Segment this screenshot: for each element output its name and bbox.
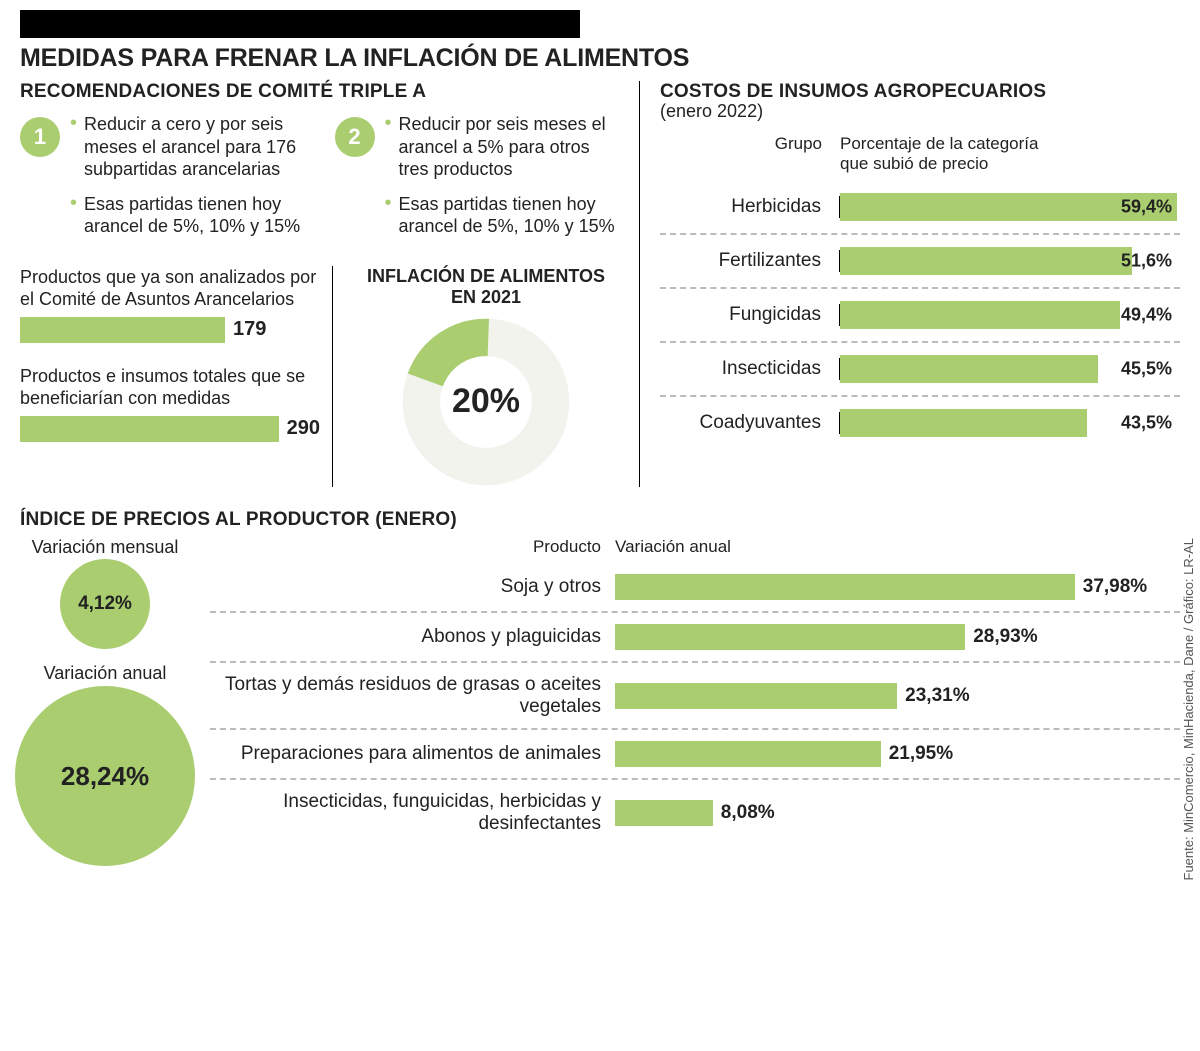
product-bar-value: 179 bbox=[233, 318, 266, 341]
ipp-bar-label: Preparaciones para alimentos de animales bbox=[210, 743, 615, 765]
source-credit: Fuente: MinComercio, MinHacienda, Dane /… bbox=[1181, 538, 1196, 880]
ipp-bar-fill bbox=[615, 624, 965, 650]
ipp-bar-label: Tortas y demás residuos de grasas o acei… bbox=[210, 674, 615, 718]
ipp-circle-label: Variación anual bbox=[44, 663, 167, 684]
recommendation-bullet: Esas partidas tienen hoy arancel de 5%, … bbox=[70, 193, 305, 238]
recommendation-bullet: Reducir por seis meses el arancel a 5% p… bbox=[385, 113, 620, 181]
ipp-head-right: Variación anual bbox=[615, 537, 731, 557]
product-bar bbox=[20, 416, 279, 442]
ipp-bar-row: Abonos y plaguicidas 28,93% bbox=[210, 613, 1180, 663]
ipp-section: ÍNDICE DE PRECIOS AL PRODUCTOR (ENERO) V… bbox=[20, 509, 1180, 880]
recommendation-number-badge: 2 bbox=[335, 117, 375, 157]
agro-bar-row: Herbicidas 59,4% bbox=[660, 181, 1180, 235]
agro-bar-label: Coadyuvantes bbox=[660, 412, 840, 434]
product-bar-label: Productos que ya son analizados por el C… bbox=[20, 266, 320, 311]
ipp-bar-row: Preparaciones para alimentos de animales… bbox=[210, 730, 1180, 780]
agro-head-right: Porcentaje de la categoría que subió de … bbox=[840, 134, 1060, 173]
product-bar-row: 179 bbox=[20, 317, 320, 343]
recommendation-item: 2Reducir por seis meses el arancel a 5% … bbox=[335, 113, 620, 250]
agro-bar-row: Fertilizantes 51,6% bbox=[660, 235, 1180, 289]
recommendation-item: 1Reducir a cero y por seis meses el aran… bbox=[20, 113, 305, 250]
agro-costs-title: COSTOS DE INSUMOS AGROPECUARIOS bbox=[660, 81, 1180, 103]
ipp-bar-row: Tortas y demás residuos de grasas o acei… bbox=[210, 663, 1180, 731]
top-black-bar bbox=[20, 10, 580, 38]
agro-head-left: Grupo bbox=[660, 134, 840, 173]
agro-bar-fill bbox=[840, 301, 1120, 329]
main-title: MEDIDAS PARA FRENAR LA INFLACIÓN DE ALIM… bbox=[20, 44, 1180, 73]
ipp-bar-fill bbox=[615, 741, 881, 767]
agro-bar-row: Fungicidas 49,4% bbox=[660, 289, 1180, 343]
agro-bar-label: Herbicidas bbox=[660, 196, 840, 218]
agro-bar-row: Insecticidas 45,5% bbox=[660, 343, 1180, 397]
ipp-bar-label: Abonos y plaguicidas bbox=[210, 626, 615, 648]
ipp-circles-column: Variación mensual4,12%Variación anual28,… bbox=[20, 537, 190, 880]
agro-bar-label: Insecticidas bbox=[660, 358, 840, 380]
agro-bar-label: Fungicidas bbox=[660, 304, 840, 326]
ipp-bar-value: 23,31% bbox=[905, 685, 969, 707]
agro-bar-fill bbox=[840, 355, 1098, 383]
ipp-bar-value: 28,93% bbox=[973, 626, 1037, 648]
donut-block: INFLACIÓN DE ALIMENTOS EN 2021 20% bbox=[332, 266, 619, 487]
left-column: RECOMENDACIONES DE COMITÉ TRIPLE A 1Redu… bbox=[20, 81, 640, 487]
agro-bar-row: Coadyuvantes 43,5% bbox=[660, 397, 1180, 449]
donut-title: INFLACIÓN DE ALIMENTOS EN 2021 bbox=[353, 266, 619, 309]
ipp-bar-fill bbox=[615, 800, 713, 826]
ipp-bar-value: 21,95% bbox=[889, 743, 953, 765]
agro-bar-label: Fertilizantes bbox=[660, 250, 840, 272]
right-column: COSTOS DE INSUMOS AGROPECUARIOS (enero 2… bbox=[640, 81, 1180, 487]
ipp-bar-value: 37,98% bbox=[1083, 576, 1147, 598]
ipp-bar-value: 8,08% bbox=[721, 802, 775, 824]
recommendation-bullet: Reducir a cero y por seis meses el aranc… bbox=[70, 113, 305, 181]
product-bar-row: 290 bbox=[20, 416, 320, 442]
ipp-bar-row: Soja y otros 37,98% bbox=[210, 563, 1180, 613]
agro-costs-subtitle: (enero 2022) bbox=[660, 101, 1180, 122]
ipp-circle: 28,24% bbox=[15, 686, 195, 866]
ipp-circle: 4,12% bbox=[60, 559, 150, 649]
products-block: Productos que ya son analizados por el C… bbox=[20, 266, 320, 487]
agro-bar-fill bbox=[840, 409, 1087, 437]
agro-bar-value: 43,5% bbox=[1121, 413, 1172, 434]
ipp-head-left: Producto bbox=[210, 537, 615, 557]
ipp-bar-row: Insecticidas, funguicidas, herbicidas y … bbox=[210, 780, 1180, 846]
agro-bar-value: 59,4% bbox=[1121, 197, 1172, 218]
agro-bar-value: 45,5% bbox=[1121, 359, 1172, 380]
donut-center-value: 20% bbox=[401, 317, 571, 487]
ipp-bar-fill bbox=[615, 683, 897, 709]
agro-bar-fill bbox=[840, 247, 1132, 275]
product-bar-label: Productos e insumos totales que se benef… bbox=[20, 365, 320, 410]
recommendation-number-badge: 1 bbox=[20, 117, 60, 157]
agro-bar-value: 49,4% bbox=[1121, 305, 1172, 326]
product-bar bbox=[20, 317, 225, 343]
ipp-title: ÍNDICE DE PRECIOS AL PRODUCTOR (ENERO) bbox=[20, 509, 1180, 531]
recommendations-title: RECOMENDACIONES DE COMITÉ TRIPLE A bbox=[20, 81, 619, 103]
ipp-circle-label: Variación mensual bbox=[32, 537, 179, 558]
ipp-chart: Producto Variación anual Soja y otros 37,… bbox=[210, 537, 1180, 880]
ipp-bar-label: Insecticidas, funguicidas, herbicidas y … bbox=[210, 791, 615, 835]
food-inflation-donut: 20% bbox=[401, 317, 571, 487]
agro-bar-value: 51,6% bbox=[1121, 251, 1172, 272]
ipp-bar-fill bbox=[615, 574, 1075, 600]
ipp-bar-label: Soja y otros bbox=[210, 576, 615, 598]
product-bar-value: 290 bbox=[287, 417, 320, 440]
recommendation-bullet: Esas partidas tienen hoy arancel de 5%, … bbox=[385, 193, 620, 238]
